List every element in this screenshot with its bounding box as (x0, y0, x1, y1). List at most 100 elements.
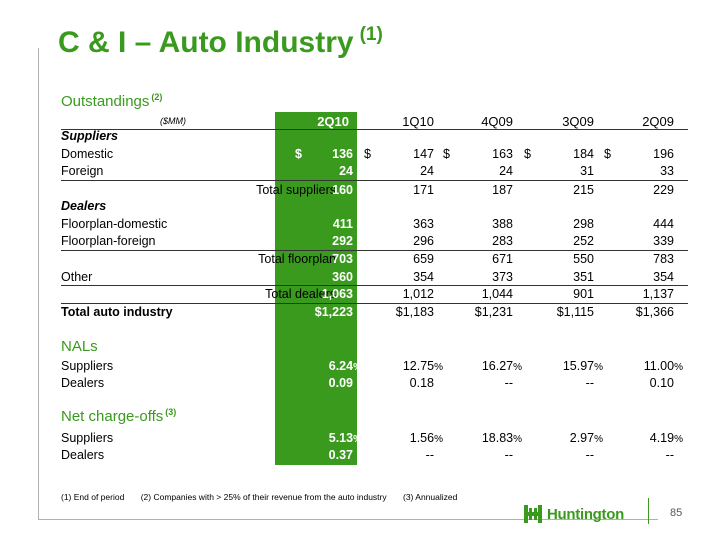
cell-1q10: 659 (413, 252, 434, 266)
cell-2q09: 1,137 (642, 287, 674, 301)
cell-2q10: 6.24% (328, 359, 362, 373)
outstandings-footnote-ref: (2) (151, 92, 163, 102)
table-row: Other 360 354 373 351 354 (61, 269, 688, 287)
dealers-header: Dealers (61, 199, 107, 213)
cell-1q10: $1,183 (395, 305, 434, 319)
nco-footnote-ref: (3) (165, 407, 177, 417)
cell-4q09: -- (504, 448, 513, 462)
table-row: Dealers 0.09 0.18 -- -- 0.10 (61, 375, 688, 393)
cell-1q10: 354 (413, 270, 434, 284)
cell-2q10: 24 (339, 164, 353, 178)
cell-4q09: 187 (492, 183, 513, 197)
row-label: Floorplan-domestic (61, 217, 168, 231)
cell-2q09: 33 (660, 164, 674, 178)
cell-1q10: 1,012 (402, 287, 434, 301)
cell-2q09: 444 (653, 217, 674, 231)
row-label: Floorplan-foreign (61, 234, 156, 248)
huntington-logo: Huntington (524, 503, 624, 525)
subtotal-divider (61, 250, 688, 251)
row-label: Suppliers (61, 359, 114, 373)
suppliers-header: Suppliers (61, 129, 118, 143)
table-row-total: Total auto industry $1,223 $1,183 $1,231… (61, 304, 688, 322)
table-row-subtotal: Total dealers 1,063 1,012 1,044 901 1,13… (61, 286, 688, 304)
cell-3q09: 901 (573, 287, 594, 301)
col-header-4q09: 4Q09 (481, 114, 513, 129)
cell-2q10: 1,063 (321, 287, 353, 301)
title-footnote-ref: (1) (359, 24, 383, 45)
footnote-1: (1) End of period (61, 492, 125, 502)
table-row: Suppliers 6.24% 12.75% 16.27% 15.97% 11.… (61, 358, 688, 376)
huntington-logo-icon (524, 505, 542, 523)
section-outstandings: Outstandings (2) (61, 92, 163, 110)
section-nals: NALs (61, 338, 98, 355)
section-net-charge-offs: Net charge-offs (3) (61, 407, 177, 425)
cell-4q09: 18.83% (481, 431, 522, 445)
cell-2q09: 229 (653, 183, 674, 197)
cell-1q10: 0.18 (409, 376, 434, 390)
page-title: C & I – Auto Industry (1) (58, 24, 383, 59)
cell-2q09: 783 (653, 252, 674, 266)
cell-4q09: 1,044 (481, 287, 513, 301)
header-divider (61, 129, 688, 130)
cell-4q09: 671 (492, 252, 513, 266)
table-row: Floorplan-domestic 411 363 388 298 444 (61, 216, 688, 234)
dealers-header-row: Dealers (61, 198, 688, 216)
page-number: 85 (670, 507, 683, 519)
cell-1q10: 12.75% (402, 359, 443, 373)
footnote-3: (3) Annualized (403, 492, 458, 502)
footnotes: (1) End of period (2) Companies with > 2… (61, 492, 471, 502)
cell-2q10: 703 (332, 252, 353, 266)
currency-sign: $ (364, 147, 371, 161)
currency-sign: $ (443, 147, 450, 161)
cell-1q10: 1.56% (409, 431, 443, 445)
cell-3q09: 215 (573, 183, 594, 197)
cell-1q10: 171 (413, 183, 434, 197)
cell-2q09: 339 (653, 234, 674, 248)
row-label: Total floorplan (258, 252, 336, 266)
table-row: Foreign 24 24 24 31 33 (61, 163, 688, 181)
cell-3q09: 31 (580, 164, 594, 178)
row-label: Suppliers (61, 431, 114, 445)
logo-separator (648, 498, 649, 524)
col-header-2q10: 2Q10 (317, 114, 349, 129)
row-label: Total dealers (265, 287, 336, 301)
col-header-3q09: 3Q09 (562, 114, 594, 129)
table-row-subtotal: Total floorplan 703 659 671 550 783 (61, 251, 688, 269)
column-header-row: 2Q10 1Q10 4Q09 3Q09 2Q09 (61, 113, 688, 131)
cell-3q09: 252 (573, 234, 594, 248)
frame-bottom-rule (38, 519, 658, 520)
row-label: Total auto industry (61, 305, 173, 319)
cell-3q09: $184 (524, 147, 594, 161)
row-label: Domestic (61, 147, 114, 161)
table-row: Floorplan-foreign 292 296 283 252 339 (61, 233, 688, 251)
frame-left-rule (38, 48, 39, 520)
cell-4q09: -- (504, 376, 513, 390)
subtotal-divider (61, 180, 688, 181)
row-label: Dealers (61, 448, 105, 462)
table-row-subtotal: Total suppliers 160 171 187 215 229 (61, 182, 688, 200)
cell-2q10: $136 (295, 147, 353, 161)
cell-2q10: 360 (332, 270, 353, 284)
cell-4q09: 16.27% (481, 359, 522, 373)
cell-2q09: $196 (604, 147, 674, 161)
cell-3q09: 15.97% (562, 359, 603, 373)
footnote-2: (2) Companies with > 25% of their revenu… (140, 492, 387, 502)
cell-3q09: 550 (573, 252, 594, 266)
cell-2q10: 0.09 (328, 376, 353, 390)
table-row: Domestic $136 $147 $163 $184 $196 (61, 146, 688, 164)
cell-1q10: $147 (364, 147, 434, 161)
cell-4q09: 24 (499, 164, 513, 178)
cell-2q10: 5.13% (328, 431, 362, 445)
cell-1q10: 363 (413, 217, 434, 231)
cell-3q09: $1,115 (556, 305, 594, 319)
units-label: ($MM) (160, 116, 186, 126)
cell-4q09: 283 (492, 234, 513, 248)
cell-2q09: $1,366 (635, 305, 674, 319)
cell-1q10: 24 (420, 164, 434, 178)
cell-2q09: 4.19% (649, 431, 683, 445)
cell-2q09: 0.10 (649, 376, 674, 390)
cell-3q09: 298 (573, 217, 594, 231)
col-header-1q10: 1Q10 (402, 114, 434, 129)
cell-2q09: 11.00% (643, 359, 683, 373)
cell-2q10: 0.37 (328, 448, 353, 462)
